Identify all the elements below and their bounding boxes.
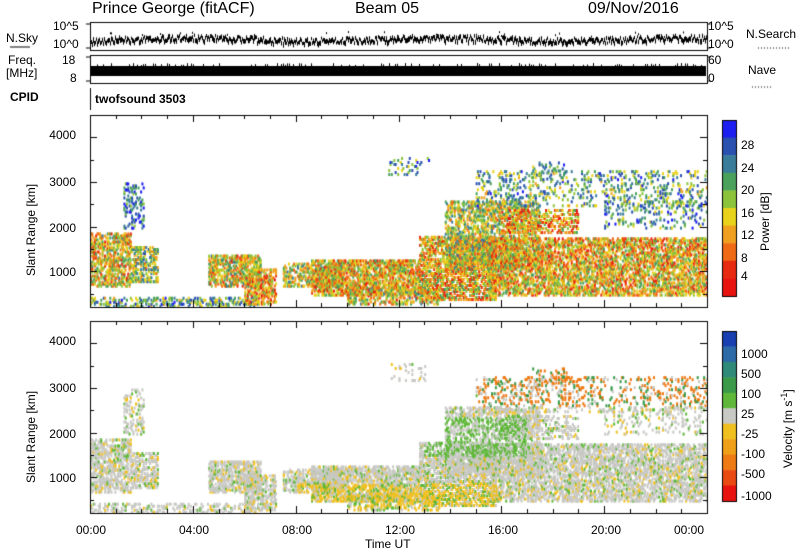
- power-ytick-3000: 3000: [49, 175, 76, 189]
- power-cb-tick-28: 28: [741, 138, 755, 152]
- nsearch-tick-top: 10^5: [708, 19, 734, 33]
- nave-label: Nave: [748, 63, 777, 77]
- velocity-ytick-1000: 1000: [49, 471, 76, 485]
- velocity-ytick-3000: 3000: [49, 381, 76, 395]
- velocity-ytick-4000: 4000: [49, 334, 76, 348]
- velocity-cb-tick-100: 100: [741, 387, 762, 401]
- nsky-label: N.Sky: [6, 31, 39, 45]
- power-cb-tick-4: 4: [741, 269, 748, 283]
- nsearch-label: N.Search: [746, 27, 797, 41]
- freq-unit-label: [MHz]: [6, 66, 38, 80]
- power-cb-tick-24: 24: [741, 161, 755, 175]
- date-title: 09/Nov/2016: [588, 0, 679, 17]
- freq-tick-bottom: 8: [70, 71, 77, 85]
- cpid-label: CPID: [10, 90, 39, 104]
- xtick-2400: 00:00: [673, 523, 705, 537]
- station-title: Prince George (fitACF): [92, 0, 255, 17]
- velocity-cb-tick--100: -100: [741, 447, 766, 461]
- xtick-1200: 12:00: [384, 523, 416, 537]
- power-cb-tick-8: 8: [741, 251, 748, 265]
- nave-tick-bottom: 0: [708, 71, 715, 85]
- freq-label: Freq.: [8, 53, 37, 67]
- velocity-cb-tick--1000: -1000: [741, 489, 772, 503]
- xtick-2000: 20:00: [590, 523, 622, 537]
- power-colorbar-label: Power [dB]: [758, 192, 772, 251]
- velocity-cb-tick-25: 25: [741, 407, 755, 421]
- nsearch-tick-bottom: 10^0: [708, 37, 734, 51]
- nave-tick-top: 60: [708, 53, 722, 67]
- velocity-cb-tick--25: -25: [741, 427, 759, 441]
- xtick-0800: 08:00: [281, 523, 313, 537]
- velocity-cb-tick-500: 500: [741, 367, 762, 381]
- beam-title: Beam 05: [355, 0, 420, 17]
- velocity-colorbar-label: Velocity [m s-1]: [779, 389, 795, 468]
- nsky-tick-bottom: 10^0: [53, 37, 79, 51]
- xtick-0000: 00:00: [75, 523, 107, 537]
- power-ytick-1000: 1000: [49, 265, 76, 279]
- power-cb-tick-20: 20: [741, 183, 755, 197]
- velocity-ytick-2000: 2000: [49, 427, 76, 441]
- power-ytick-2000: 2000: [49, 221, 76, 235]
- xlabel-time-ut: Time UT: [365, 537, 411, 551]
- power-ylabel: Slant Range [km]: [24, 183, 38, 276]
- xtick-0400: 04:00: [178, 523, 210, 537]
- velocity-cb-tick-1000: 1000: [741, 347, 768, 361]
- power-cb-tick-16: 16: [741, 206, 755, 220]
- velocity-ylabel: Slant Range [km]: [24, 390, 38, 483]
- power-cb-tick-12: 12: [741, 228, 755, 242]
- power-ytick-4000: 4000: [49, 128, 76, 142]
- cpid-value: twofsound 3503: [95, 92, 186, 106]
- velocity-cb-tick--500: -500: [741, 467, 766, 481]
- xtick-1600: 16:00: [487, 523, 519, 537]
- nsky-tick-top: 10^5: [53, 19, 79, 33]
- freq-tick-top: 18: [62, 53, 76, 67]
